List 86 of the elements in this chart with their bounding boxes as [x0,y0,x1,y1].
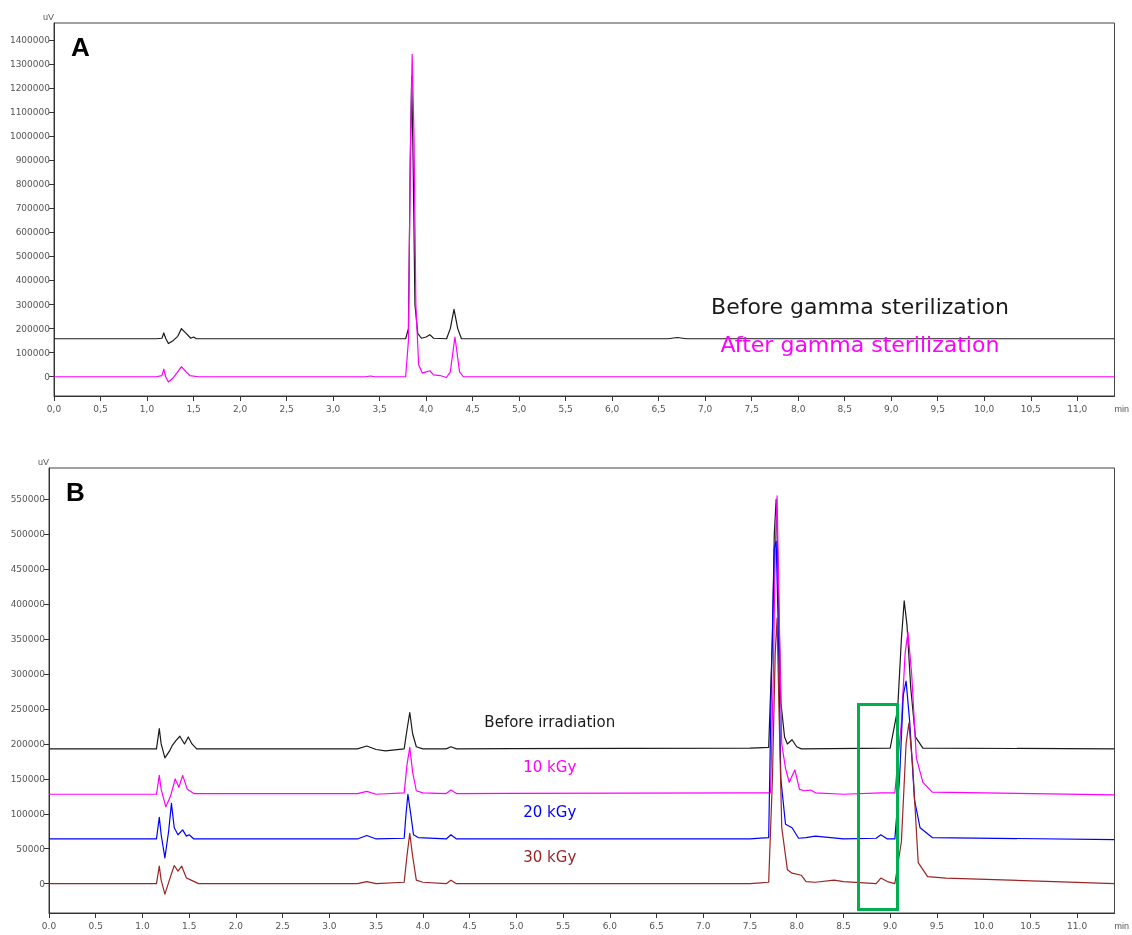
x-tick-label: 2,0 [232,403,248,414]
y-tick-label: 1100000 [9,107,51,118]
x-tick-label: 9.5 [929,920,945,931]
y-tick-label: 300000 [15,299,51,310]
x-tick-label: 11,0 [1067,403,1088,414]
x-tick-label: 9,5 [930,403,945,414]
x-tick-label: 8.5 [836,920,851,931]
y-tick-label: 550000 [10,494,46,505]
y-axis-title: uV [37,456,49,467]
x-tick-label: 5.0 [509,920,524,931]
series-label: 20 kGy [523,803,577,822]
series-label: Before irradiation [484,713,616,732]
y-tick-label: 500000 [15,251,51,262]
y-tick-label: 200000 [10,738,46,749]
series-label: After gamma sterilization [720,332,1000,358]
y-axis-title: uV [42,11,54,22]
x-tick-label: 10,0 [974,403,995,414]
x-tick-label: 8,5 [837,403,852,414]
y-tick-label: 50000 [16,843,46,854]
y-tick-label: 300000 [10,669,46,680]
x-tick-label: 7,5 [744,403,759,414]
x-tick-label: 5.5 [555,920,571,931]
x-tick-label: 0,0 [46,403,62,414]
y-tick-label: 1000000 [9,131,51,142]
x-tick-label: 3,5 [372,403,387,414]
y-tick-label: 0 [39,878,46,889]
y-tick-label: 1300000 [9,58,51,69]
x-tick-label: 10.0 [973,920,994,931]
x-tick-label: 1,0 [139,403,155,414]
x-tick-label: 1.0 [135,920,150,931]
x-tick-label: 3.0 [322,920,337,931]
x-tick-label: 2,5 [279,403,294,414]
x-tick-label: 6,5 [651,403,666,414]
y-tick-label: 400000 [10,599,46,610]
y-tick-label: 100000 [10,808,46,819]
y-tick-label: 500000 [10,529,46,540]
x-tick-label: 0.5 [88,920,103,931]
x-tick-label: 10,5 [1020,403,1041,414]
x-tick-label: 2.0 [228,920,244,931]
x-tick-label: 4,5 [465,403,480,414]
x-tick-label: 4,0 [418,403,434,414]
x-tick-label: 7.0 [696,920,711,931]
y-tick-label: 700000 [15,203,51,214]
y-tick-label: 400000 [15,275,51,286]
y-tick-label: 450000 [10,564,46,575]
y-tick-label: 100000 [15,347,51,358]
y-tick-label: 350000 [10,634,46,645]
x-tick-label: 0.0 [41,920,57,931]
x-axis-title: min [1114,403,1130,414]
series-label: 30 kGy [523,848,577,867]
x-tick-label: 7,0 [698,403,713,414]
y-tick-label: 800000 [15,179,51,190]
x-tick-label: 1.5 [182,920,197,931]
x-tick-label: 8,0 [791,403,806,414]
chart-title: A [71,32,90,62]
x-axis-title: min [1114,920,1130,931]
y-tick-label: 900000 [15,155,51,166]
series-label: 10 kGy [523,758,577,777]
line-series [48,617,1116,895]
y-tick-label: 600000 [15,227,51,238]
x-tick-label: 6,0 [604,403,620,414]
x-tick-label: 1,5 [186,403,201,414]
chart-title: B [66,477,85,507]
x-tick-label: 10.5 [1020,920,1041,931]
y-tick-label: 1400000 [9,34,51,45]
x-tick-label: 2.5 [275,920,290,931]
x-tick-label: 0,5 [93,403,108,414]
x-tick-label: 6.0 [602,920,618,931]
x-tick-label: 5,5 [558,403,573,414]
series-label: Before gamma sterilization [711,294,1009,320]
y-tick-label: 1200000 [9,82,51,93]
x-tick-label: 11.0 [1067,920,1088,931]
x-tick-label: 5,0 [511,403,527,414]
y-tick-label: 150000 [10,773,46,784]
x-tick-label: 8.0 [789,920,805,931]
x-tick-label: 3,0 [325,403,341,414]
x-tick-label: 7.5 [742,920,758,931]
x-tick-label: 6.5 [649,920,664,931]
x-tick-label: 4.5 [462,920,477,931]
x-tick-label: 9.0 [883,920,898,931]
x-tick-label: 4.0 [415,920,431,931]
x-tick-label: 9,0 [884,403,899,414]
x-tick-label: 3.5 [368,920,384,931]
y-tick-label: 0 [44,371,51,382]
y-tick-label: 200000 [15,323,51,334]
y-tick-label: 250000 [10,704,46,715]
